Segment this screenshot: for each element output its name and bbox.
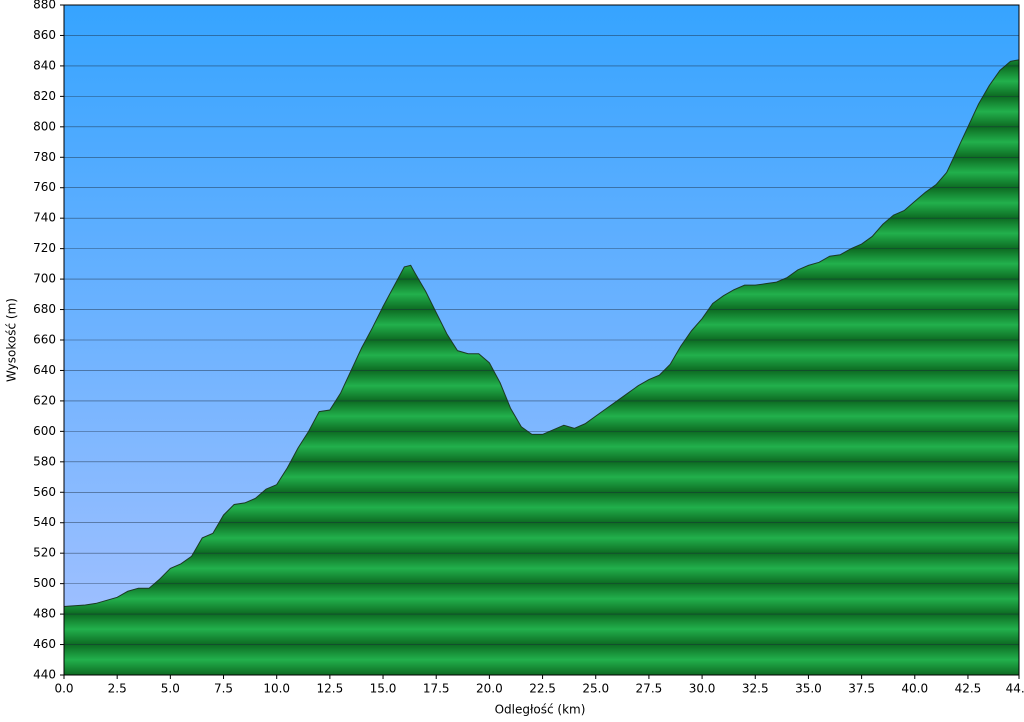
y-tick-label: 640 <box>33 363 56 377</box>
y-tick-label: 460 <box>33 637 56 651</box>
y-tick-label: 660 <box>33 333 56 347</box>
x-tick-label: 32.5 <box>742 682 769 696</box>
y-tick-label: 580 <box>33 454 56 468</box>
x-tick-label: 12.5 <box>317 682 344 696</box>
y-tick-label: 760 <box>33 180 56 194</box>
y-tick-label: 480 <box>33 607 56 621</box>
x-tick-label: 15.0 <box>370 682 397 696</box>
y-tick-label: 680 <box>33 302 56 316</box>
x-tick-label: 27.5 <box>636 682 663 696</box>
x-tick-label: 22.5 <box>529 682 556 696</box>
y-tick-label: 780 <box>33 150 56 164</box>
y-tick-label: 800 <box>33 119 56 133</box>
y-tick-label: 620 <box>33 393 56 407</box>
x-tick-label: 7.5 <box>214 682 233 696</box>
x-tick-label: 17.5 <box>423 682 450 696</box>
x-tick-label: 37.5 <box>848 682 875 696</box>
elevation-area <box>63 59 1020 676</box>
y-tick-label: 740 <box>33 211 56 225</box>
y-tick-label: 600 <box>33 424 56 438</box>
y-tick-label: 860 <box>33 28 56 42</box>
x-tick-label: 10.0 <box>263 682 290 696</box>
x-tick-label: 42.5 <box>955 682 982 696</box>
y-tick-label: 520 <box>33 546 56 560</box>
x-tick-label: 40.0 <box>901 682 928 696</box>
y-tick-label: 500 <box>33 576 56 590</box>
x-tick-label: 5.0 <box>161 682 180 696</box>
y-tick-label: 540 <box>33 515 56 529</box>
x-tick-label: 44.9 <box>1006 682 1024 696</box>
y-axis-label: Wysokość (m) <box>5 298 19 382</box>
y-tick-label: 820 <box>33 89 56 103</box>
y-tick-label: 700 <box>33 272 56 286</box>
y-tick-label: 440 <box>33 668 56 682</box>
plot-frame <box>63 4 1020 676</box>
x-tick-label: 20.0 <box>476 682 503 696</box>
x-tick-label: 25.0 <box>582 682 609 696</box>
y-tick-label: 720 <box>33 241 56 255</box>
y-tick-label: 560 <box>33 485 56 499</box>
x-tick-label: 30.0 <box>689 682 716 696</box>
y-tick-label: 880 <box>33 0 56 12</box>
x-axis-label: Odległość (km) <box>495 703 586 717</box>
x-tick-label: 0.0 <box>54 682 73 696</box>
x-tick-label: 2.5 <box>108 682 127 696</box>
x-tick-label: 35.0 <box>795 682 822 696</box>
y-tick-label: 840 <box>33 58 56 72</box>
